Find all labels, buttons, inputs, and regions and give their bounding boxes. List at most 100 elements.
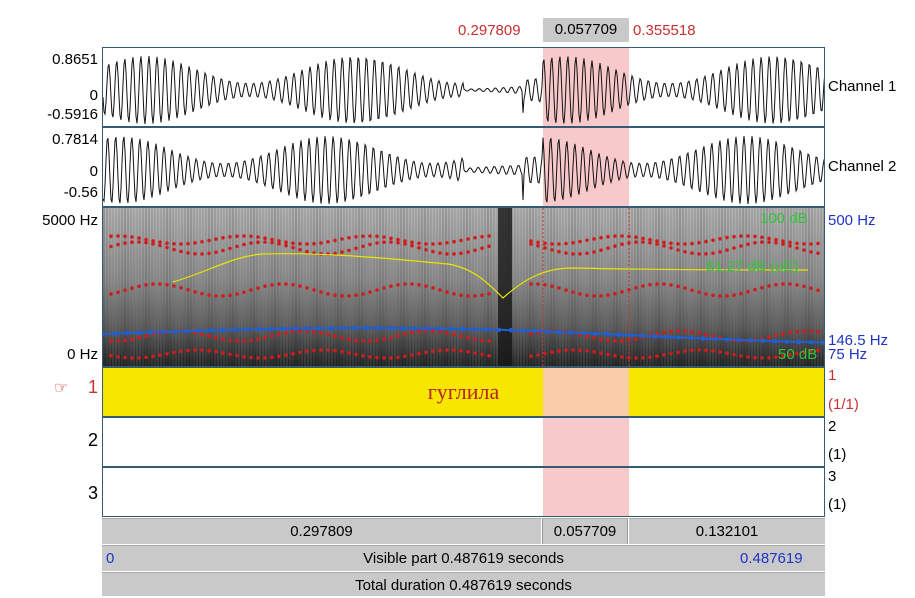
formant-point [354,246,358,251]
formant-point [417,329,421,334]
formant-point [669,246,673,250]
formant-point [753,234,757,239]
formant-point [186,251,190,255]
formant-point [739,354,743,358]
formant-point [557,242,561,246]
formant-point [578,239,582,244]
formant-point [228,235,232,239]
formant-point [396,240,400,245]
formant-point [648,237,652,242]
tier-1[interactable]: гуглила [102,367,825,417]
formant-point [697,252,701,256]
formant-point [760,356,764,360]
formant-point [431,249,435,254]
formant-point [816,241,820,246]
formant-point [452,332,456,337]
segment-before-button[interactable]: 0.297809 [102,518,541,544]
tier-1-number[interactable]: 1 [88,377,99,397]
selection-end-time: 0.355518 [633,22,696,39]
formant-point [550,284,554,288]
formant-point [389,284,393,288]
formant-point [249,338,253,343]
formant-point [711,251,715,255]
ch1-zero-label: 0 [89,87,98,104]
formant-point [109,292,113,296]
visible-end-time: 0.487619 [740,550,803,567]
formant-point [375,288,379,292]
formant-point [291,245,295,250]
formant-point [298,329,302,333]
tier-2-number[interactable]: 2 [88,430,99,450]
formant-point [760,240,764,244]
formant-point [571,252,575,256]
formant-point [298,350,302,355]
formant-point [725,235,729,240]
formant-point [431,329,435,333]
formant-point [585,334,589,339]
formant-point [424,284,428,288]
formant-point [333,293,337,297]
formant-point [410,330,414,335]
formant-point [788,330,792,335]
formant-point [669,351,673,356]
formant-point [473,235,477,240]
formant-point [256,337,260,341]
formant-point [543,246,547,250]
formant-point [599,248,603,252]
selection-length[interactable]: 0.057709 [543,18,629,42]
active-tier-pointer-icon: ☞ [54,380,69,397]
tier-3-number[interactable]: 3 [88,483,99,503]
formant-point [529,332,533,336]
formant-point [305,286,309,290]
formant-point [571,348,575,352]
formant-point [480,352,484,357]
formant-point [123,288,127,292]
formant-point [445,252,449,256]
formant-point [711,293,715,298]
formant-point [340,250,344,254]
tier-1-interval-text[interactable]: гуглила [427,379,500,404]
formant-point [781,242,785,246]
formant-point [361,292,365,296]
intensity-contour [172,253,809,299]
formant-point [564,348,568,353]
waveform-channel-1[interactable] [102,47,825,127]
spectrogram-panel[interactable] [102,207,825,367]
formant-point [662,282,666,286]
formant-point [249,241,253,245]
formant-point [284,243,288,248]
formant-point [305,349,309,353]
formant-point [599,294,603,298]
formant-point [599,351,603,355]
selection-highlight [543,368,629,416]
formant-point [669,283,673,287]
pitch-top-label: 500 Hz [828,212,876,229]
formant-point [298,284,302,288]
formant-point [305,249,309,254]
formant-point [648,282,652,287]
formant-point [403,242,407,246]
tier-3[interactable] [102,467,825,517]
visible-part-button[interactable]: Visible part 0.487619 seconds [102,545,825,571]
tier-2[interactable] [102,417,825,467]
formant-point [452,239,456,244]
formant-point [165,241,169,245]
formant-point [487,244,491,248]
formant-point [760,235,764,240]
segment-selected-button[interactable]: 0.057709 [542,518,628,544]
segment-after-button[interactable]: 0.132101 [629,518,825,544]
tier-2-right-number: 2 [828,418,837,435]
formant-point [375,234,379,239]
total-duration-button[interactable]: Total duration 0.487619 seconds [102,572,825,596]
formant-point [137,284,141,289]
formant-point [746,234,750,238]
formant-point [158,243,162,248]
formant-point [179,242,183,246]
formant-point [718,250,722,254]
spectrogram-graphic [103,208,824,366]
waveform-channel-2[interactable] [102,127,825,207]
formant-point [641,240,645,244]
formant-point [340,336,344,340]
formant-point [627,288,631,292]
formant-point [375,355,379,360]
